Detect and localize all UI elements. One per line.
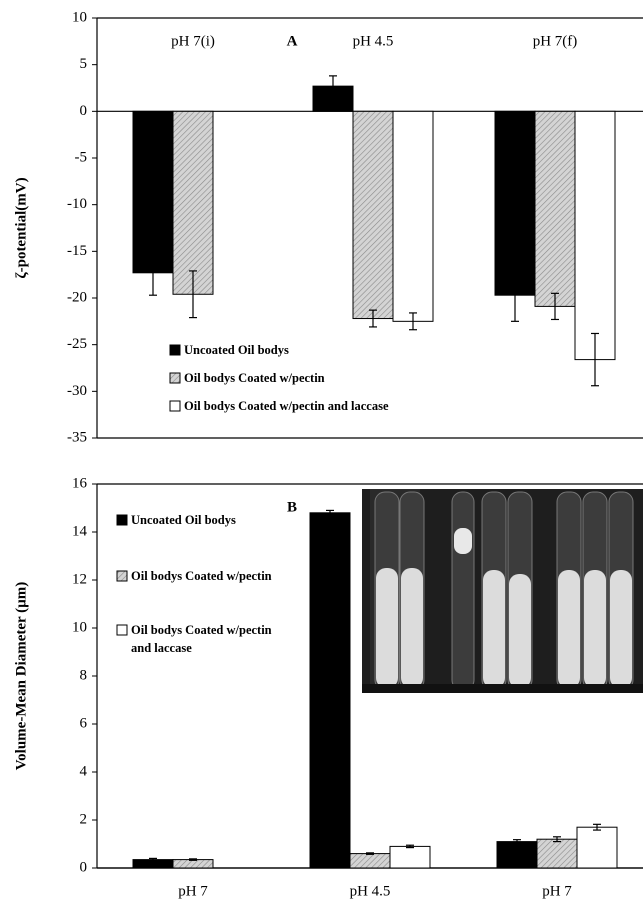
bar — [310, 513, 350, 868]
category-label: pH 7(i) — [171, 33, 215, 49]
category-label: pH 7 — [542, 883, 572, 899]
y-tick-label: -15 — [67, 243, 87, 259]
y-tick-label: -20 — [67, 289, 87, 305]
y-tick-label: 10 — [72, 619, 87, 635]
bar — [575, 111, 615, 359]
y-tick-label: 6 — [80, 715, 88, 731]
category-label: pH 4.5 — [350, 883, 391, 899]
y-tick-label: 14 — [72, 523, 88, 539]
bar — [350, 854, 390, 868]
bar — [495, 111, 535, 295]
y-tick-label: -5 — [75, 149, 88, 165]
bar — [353, 111, 393, 318]
legend-swatch — [170, 401, 180, 411]
category-label: pH 7(f) — [533, 33, 578, 49]
legend-label: Oil bodys Coated w/pectin and laccase — [131, 621, 291, 657]
legend-label: Oil bodys Coated w/pectin — [184, 369, 504, 387]
legend-swatch — [117, 571, 127, 581]
legend-swatch — [170, 373, 180, 383]
y-tick-label: 5 — [80, 56, 88, 72]
panel-label: A — [287, 33, 298, 49]
y-axis-title: Volume-Mean Diameter (µm) — [13, 582, 29, 771]
bar — [393, 111, 433, 321]
bar — [537, 839, 577, 868]
legend-label: Uncoated Oil bodys — [184, 341, 504, 359]
legend-swatch — [117, 515, 127, 525]
legend-swatch — [170, 345, 180, 355]
photo-inset — [362, 489, 643, 693]
y-tick-label: 0 — [80, 859, 88, 875]
bar — [173, 111, 213, 294]
legend-label: Uncoated Oil bodys — [131, 511, 291, 529]
bar — [577, 827, 617, 868]
y-tick-label: 8 — [80, 667, 88, 683]
legend-swatch — [117, 625, 127, 635]
y-tick-label: -25 — [67, 336, 87, 352]
y-tick-label: 10 — [72, 9, 87, 25]
y-axis-title: ζ-potential(mV) — [13, 177, 29, 278]
chart: 10 5 0 -5 -10 -15 -20 -25 -30 -35 ζ-potential(mV) A… — [0, 0, 643, 906]
y-tick-label: -10 — [67, 196, 87, 212]
y-tick-label: 16 — [72, 475, 88, 491]
bar — [133, 111, 173, 272]
bar — [390, 846, 430, 868]
y-tick-label: -35 — [67, 429, 87, 445]
y-tick-label: 0 — [80, 103, 88, 119]
category-label: pH 7 — [178, 883, 208, 899]
bar — [497, 842, 537, 868]
y-tick-label: 2 — [80, 811, 88, 827]
y-tick-label: 12 — [72, 571, 87, 587]
category-label: pH 4.5 — [353, 33, 394, 49]
legend-label: Oil bodys Coated w/pectin — [131, 567, 291, 585]
figure: 10 5 0 -5 -10 -15 -20 -25 -30 -35 ζ-potential(mV) A… — [0, 0, 643, 906]
legend-label: Oil bodys Coated w/pectin and laccase — [184, 397, 504, 415]
bar — [535, 111, 575, 306]
y-tick-label: 4 — [80, 763, 88, 779]
y-tick-label: -30 — [67, 383, 87, 399]
